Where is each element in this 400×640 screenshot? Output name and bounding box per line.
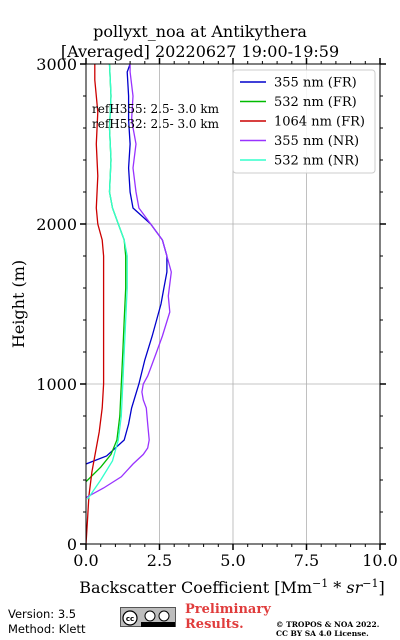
copyright-line2: CC BY SA 4.0 License. (276, 629, 369, 638)
y-tick-label-1: 1000 (36, 375, 77, 394)
cc-license-icon: cc (120, 607, 176, 627)
version-label: Version: 3.5 (8, 607, 77, 621)
series-line-0 (86, 64, 168, 465)
legend-box (232, 69, 376, 174)
x-axis-label: Backscatter Coefficient [Mm−1 * sr−1] (79, 577, 384, 597)
chart-title-line1: pollyxt_noa at Antikythera (93, 22, 307, 41)
copyright-notice: © TROPOS & NOA 2022. CC BY SA 4.0 Licens… (276, 620, 379, 638)
x-axis-label-mid: * sr (328, 578, 363, 597)
svg-text:cc: cc (126, 615, 134, 623)
x-tick-label-1: 2.5 (147, 551, 172, 570)
legend-label-3: 355 nm (NR) (274, 134, 359, 149)
preliminary-results-label: Preliminary Results. (185, 602, 271, 632)
y-axis-label: Height (m) (9, 260, 28, 348)
x-tick-label-2: 5.0 (220, 551, 245, 570)
x-axis-label-sup2: −1 (362, 577, 378, 590)
x-axis-label-sup1: −1 (312, 577, 328, 590)
chart-title-line2: [Averaged] 20220627 19:00-19:59 (60, 42, 340, 61)
copyright-line1: © TROPOS & NOA 2022. (276, 620, 380, 629)
x-tick-label-0: 0.0 (73, 551, 98, 570)
legend-label-0: 355 nm (FR) (274, 76, 357, 91)
legend-label-4: 532 nm (NR) (274, 154, 359, 169)
preliminary-line1: Preliminary (185, 602, 271, 617)
series-line-4 (86, 64, 128, 500)
x-axis-label-main: Backscatter Coefficient [Mm (79, 578, 312, 597)
series-line-3 (86, 64, 172, 499)
legend-label-1: 532 nm (FR) (274, 95, 357, 110)
legend-label-2: 1064 nm (FR) (274, 115, 365, 130)
series-line-2 (86, 64, 105, 544)
y-tick-label-2: 2000 (36, 215, 77, 234)
ref-height-annotation-0: refH355: 2.5- 3.0 km (92, 102, 220, 116)
preliminary-line2: Results. (185, 617, 244, 632)
x-tick-label-4: 10.0 (362, 551, 398, 570)
y-tick-label-0: 0 (67, 535, 77, 554)
ref-height-annotation-1: refH532: 2.5- 3.0 km (92, 117, 220, 131)
y-tick-label-3: 3000 (36, 55, 77, 74)
method-label: Method: Klett (8, 622, 86, 636)
x-tick-label-3: 7.5 (294, 551, 319, 570)
plot-frame (85, 63, 381, 545)
x-axis-label-end: ] (378, 578, 384, 597)
